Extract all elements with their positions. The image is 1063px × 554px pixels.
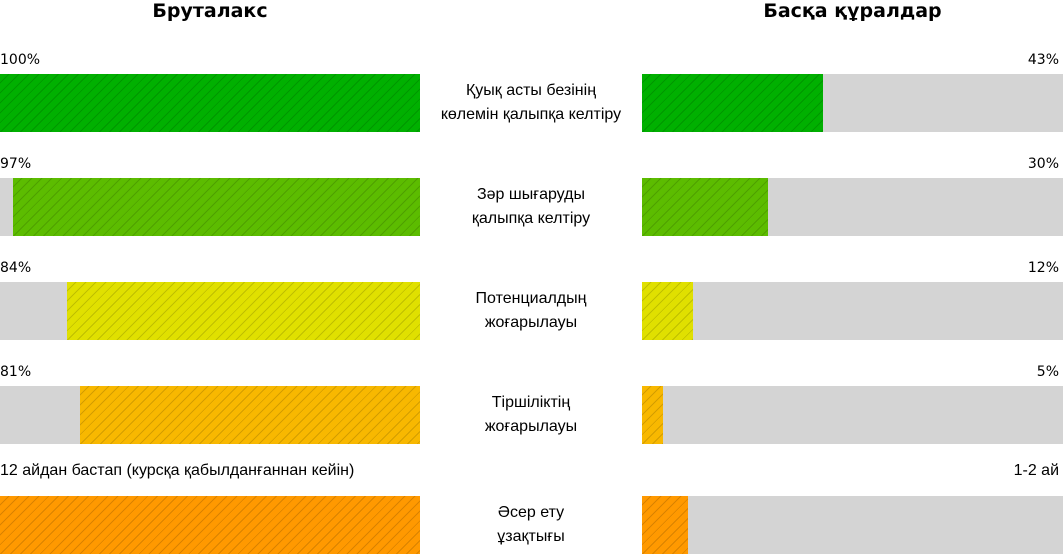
category-line: көлемін қалыпқа келтіру [440, 106, 622, 123]
category-line: ұзақтығы [497, 528, 565, 545]
left-bar-fill [79, 386, 420, 444]
category-text: Әсер ету ұзақтығы [497, 501, 564, 549]
left-value-label: 84% [0, 260, 32, 276]
left-bar-track [0, 178, 420, 236]
category-line: жоғарылауы [484, 418, 578, 435]
right-bar-fill [642, 386, 664, 444]
right-bar-track [642, 74, 1063, 132]
category-text: Қуық асты безінің көлемін қалыпқа келтіру [441, 79, 621, 127]
right-panel-title: Басқа құралдар [763, 0, 942, 22]
left-panel-title: Бруталакс [152, 0, 268, 22]
left-bar-fill [67, 282, 420, 340]
right-value-label: 12% [1027, 260, 1059, 276]
right-bar-fill [642, 496, 689, 554]
category-line: жоғарылауы [484, 314, 578, 331]
right-value-label: 30% [1027, 156, 1059, 172]
category-text: Зәр шығаруды қалыпқа келтіру [472, 183, 590, 231]
right-bar-fill [642, 178, 769, 236]
category-label: Әсер ету ұзақтығы [420, 496, 642, 554]
left-bar-fill [0, 496, 420, 554]
left-value-label: 97% [0, 156, 32, 172]
left-bar-track [0, 496, 420, 554]
right-value-label: 5% [1036, 364, 1059, 380]
right-value-label: 1-2 ай [1013, 462, 1059, 479]
category-label: Зәр шығаруды қалыпқа келтіру [420, 178, 642, 236]
left-bar-track [0, 74, 420, 132]
left-value-label: 12 айдан бастап (курсқа қабылданғаннан к… [0, 462, 355, 479]
left-value-label: 81% [0, 364, 32, 380]
right-bar-fill [642, 282, 693, 340]
right-bar-track [642, 282, 1063, 340]
category-line: Тіршіліктің [491, 394, 571, 411]
right-bar-track [642, 496, 1063, 554]
category-label: Потенциалдың жоғарылауы [420, 282, 642, 340]
category-line: Әсер ету [497, 504, 565, 521]
category-text: Потенциалдың жоғарылауы [476, 287, 587, 335]
right-bar-fill [642, 74, 824, 132]
category-text: Тіршіліктің жоғарылауы [485, 391, 577, 439]
right-bar-track [642, 178, 1063, 236]
category-label: Тіршіліктің жоғарылауы [420, 386, 642, 444]
left-bar-fill [12, 178, 420, 236]
left-value-label: 100% [0, 52, 41, 68]
left-bar-fill [0, 74, 420, 132]
left-bar-track [0, 386, 420, 444]
category-line: Зәр шығаруды [476, 186, 585, 203]
right-bar-track [642, 386, 1063, 444]
category-line: Қуық асты безінің [465, 82, 597, 99]
category-line: Потенциалдың [475, 290, 587, 307]
right-value-label: 43% [1027, 52, 1059, 68]
left-bar-track [0, 282, 420, 340]
category-line: қалыпқа келтіру [471, 210, 591, 227]
category-label: Қуық асты безінің көлемін қалыпқа келтіру [420, 74, 642, 132]
